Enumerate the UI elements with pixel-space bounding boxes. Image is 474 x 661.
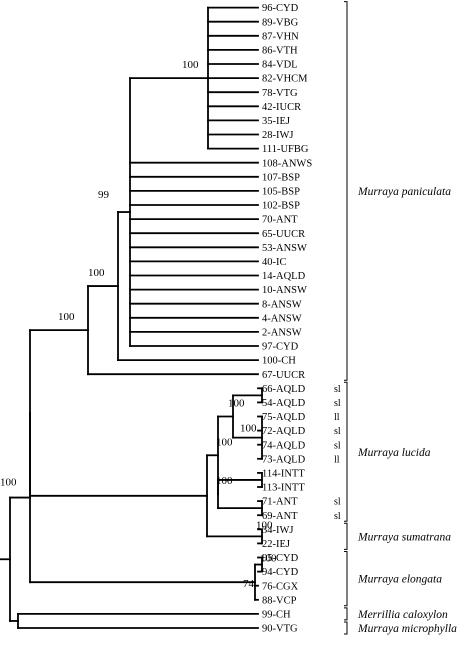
leaf-label: 84-VDL [262, 60, 298, 71]
leaf-label: 8-ANSW [262, 299, 302, 310]
leaf-label: 88-VCP [262, 595, 297, 606]
bootstrap-value: 100 [182, 59, 199, 71]
bootstrap-value: 100 [228, 398, 245, 410]
bootstrap-value: 99 [98, 189, 110, 201]
bootstrap-value: 100 [88, 267, 105, 279]
leaf-label: 73-AQLD [262, 454, 306, 465]
leaf-size-tag: sl [334, 384, 341, 395]
leaf-label: 74-AQLD [262, 440, 306, 451]
clade-name: Murraya elongata [357, 574, 442, 586]
leaf-label: 54-AQLD [262, 398, 306, 409]
leaf-size-tag: sl [334, 511, 341, 522]
leaf-label: 108-ANWS [262, 158, 312, 169]
leaf-label: 86-VTH [262, 46, 298, 57]
clade-name: Murraya sumatrana [357, 531, 451, 543]
leaf-label: 94-CYD [262, 567, 299, 578]
leaf-label: 95-CYD [262, 553, 299, 564]
leaf-label: 2-ANSW [262, 328, 302, 339]
leaf-label: 4-ANSW [262, 313, 302, 324]
leaf-label: 72-AQLD [262, 426, 306, 437]
clade-bracket [344, 522, 348, 550]
leaf-label: 10-ANSW [262, 285, 307, 296]
bootstrap-value: 100 [260, 553, 277, 565]
leaf-label: 105-BSP [262, 187, 300, 198]
bootstrap-value: 100 [58, 311, 75, 323]
clade-bracket [344, 621, 348, 635]
leaf-label: 35-IEJ [262, 116, 290, 127]
bootstrap-value: 100 [0, 477, 17, 489]
clade-name: Merrillia caloxylon [357, 609, 448, 621]
bootstrap-value: 100 [216, 475, 233, 487]
clade-name: Murraya paniculata [357, 186, 451, 198]
tree-branches [0, 6, 263, 629]
leaf-label: 76-CGX [262, 581, 299, 592]
clade-name: Murraya lucida [357, 447, 431, 459]
leaf-label: 22-IEJ [262, 539, 290, 550]
bootstrap-value: 100 [256, 519, 273, 531]
bootstrap-value: 100 [240, 423, 257, 435]
clade-name: Murraya microphylla [357, 623, 457, 635]
leaf-label: 34-IWJ [262, 525, 294, 536]
leaf-label: 82-VHCM [262, 74, 308, 85]
leaf-size-tag: sl [334, 426, 341, 437]
leaf-size-tag: sl [334, 497, 341, 508]
leaf-label: 102-BSP [262, 201, 300, 212]
leaf-label: 69-ANT [262, 511, 298, 522]
leaf-labels: 96-CYD 89-VBG 87-VHN 86-VTH 84-VDL 82-VHCM 78-… [262, 3, 312, 634]
leaf-label: 75-AQLD [262, 412, 306, 423]
leaf-label: 99-CH [262, 610, 291, 621]
leaf-label: 114-INTT [262, 469, 305, 480]
leaf-label: 111-UFBG [262, 144, 309, 155]
leaf-label: 90-VTG [262, 624, 298, 635]
leaf-label: 96-CYD [262, 3, 299, 14]
leaf-size-tag: ll [334, 454, 340, 465]
leaf-label: 67-UUCR [262, 370, 305, 381]
leaf-label: 113-INTT [262, 483, 305, 494]
leaf-label: 65-UUCR [262, 229, 305, 240]
leaf-label: 53-ANSW [262, 243, 307, 254]
leaf-label: 107-BSP [262, 172, 300, 183]
bootstrap-support-values: 100 99 100 100 100 100 100 100 100 100 74 100 [0, 59, 277, 590]
leaf-label: 40-IC [262, 257, 287, 268]
clade-bracket [344, 1, 348, 381]
clade-bracket [344, 381, 348, 522]
clade-brackets [344, 1, 348, 635]
leaf-label: 70-ANT [262, 215, 298, 226]
leaf-size-tag: sl [334, 398, 341, 409]
leaf-label: 78-VTG [262, 88, 298, 99]
leaf-label: 28-IWJ [262, 130, 294, 141]
clade-bracket [344, 551, 348, 607]
leaf-label: 14-AQLD [262, 271, 306, 282]
leaf-label: 71-ANT [262, 497, 298, 508]
leaf-label: 42-IUCR [262, 102, 301, 113]
leaf-size-tags: sl sl ll sl sl ll sl sl [334, 384, 341, 522]
leaf-label: 87-VHN [262, 31, 299, 42]
clade-bracket [344, 607, 348, 621]
clade-names: Murraya paniculata Murraya lucida Murraya … [357, 186, 457, 635]
bootstrap-value: 100 [216, 436, 233, 448]
leaf-label: 66-AQLD [262, 384, 306, 395]
leaf-label: 89-VBG [262, 17, 299, 28]
bootstrap-value: 74 [243, 578, 255, 590]
leaf-size-tag: ll [334, 412, 340, 423]
leaf-label: 100-CH [262, 356, 296, 367]
leaf-size-tag: sl [334, 440, 341, 451]
leaf-label: 97-CYD [262, 342, 299, 353]
